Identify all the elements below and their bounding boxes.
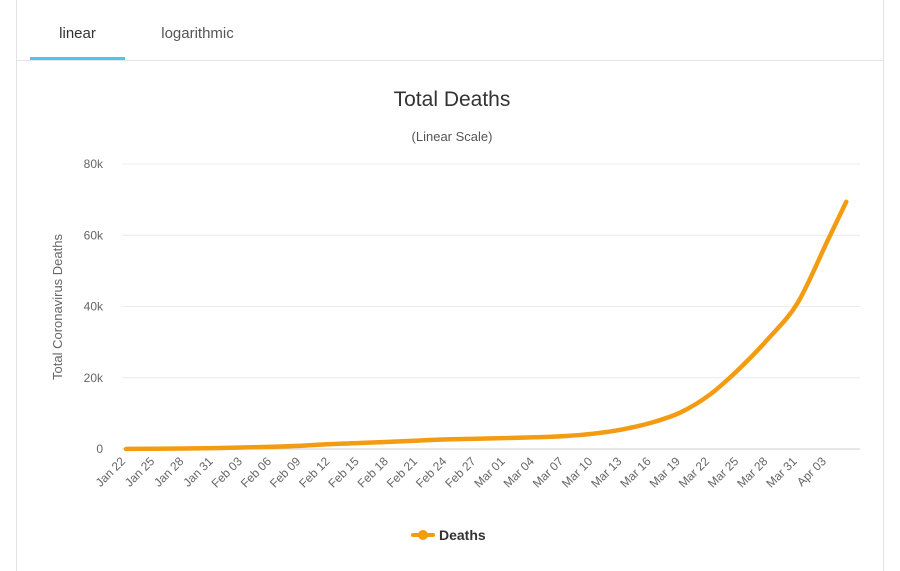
x-tick-label: Mar 16 [617,454,654,491]
y-tick-label: 40k [84,300,104,314]
x-tick-label: Mar 25 [705,454,742,491]
grid-lines [122,163,860,450]
x-tick-label: Jan 25 [122,454,158,490]
x-tick-label: Feb 21 [384,454,421,491]
x-tick-label: Mar 19 [647,454,684,491]
chart-panel: linear logarithmic [16,0,884,571]
x-tick-label: Feb 09 [267,454,304,491]
x-tick-label: Mar 10 [559,454,596,491]
x-tick-label: Feb 18 [355,454,392,491]
legend-marker [418,530,428,540]
series-deaths [123,199,849,452]
x-tick-label: Mar 13 [588,454,625,491]
x-tick-label: Mar 07 [530,454,567,491]
chart-subtitle: (Linear Scale) [412,129,493,144]
x-tick-label: Mar 22 [676,454,713,491]
tab-linear[interactable]: linear [30,0,125,60]
x-tick-label: Mar 28 [734,454,771,491]
x-tick-label: Feb 06 [238,454,275,491]
x-tick-label: Mar 01 [471,454,508,491]
x-tick-label: Jan 22 [93,454,129,490]
scale-tabs: linear logarithmic [17,0,883,61]
x-tick-label: Feb 27 [442,454,479,491]
x-tick-label: Jan 28 [151,454,187,490]
chart-title: Total Deaths [394,88,511,111]
series-line-deaths[interactable] [123,199,849,452]
tab-logarithmic[interactable]: logarithmic [161,25,234,42]
legend[interactable]: Deaths [411,527,486,543]
y-tick-label: 80k [84,157,104,171]
x-tick-label: Mar 04 [501,454,538,491]
x-tick-label: Feb 03 [209,454,246,491]
legend-label-deaths: Deaths [439,527,486,543]
x-tick-label: Feb 12 [296,454,333,491]
y-tick-label: 60k [84,228,104,242]
y-tick-label: 0 [96,442,103,456]
x-tick-label: Apr 03 [794,454,829,489]
y-axis-label: Total Coronavirus Deaths [50,234,65,380]
y-tick-label: 20k [84,371,104,385]
y-tick-labels: 0 20k 40k 60k 80k [84,157,104,456]
x-tick-label: Feb 24 [413,454,450,491]
x-tick-label: Mar 31 [763,454,800,491]
x-tick-label: Jan 31 [180,454,216,490]
x-tick-label: Feb 15 [325,454,362,491]
